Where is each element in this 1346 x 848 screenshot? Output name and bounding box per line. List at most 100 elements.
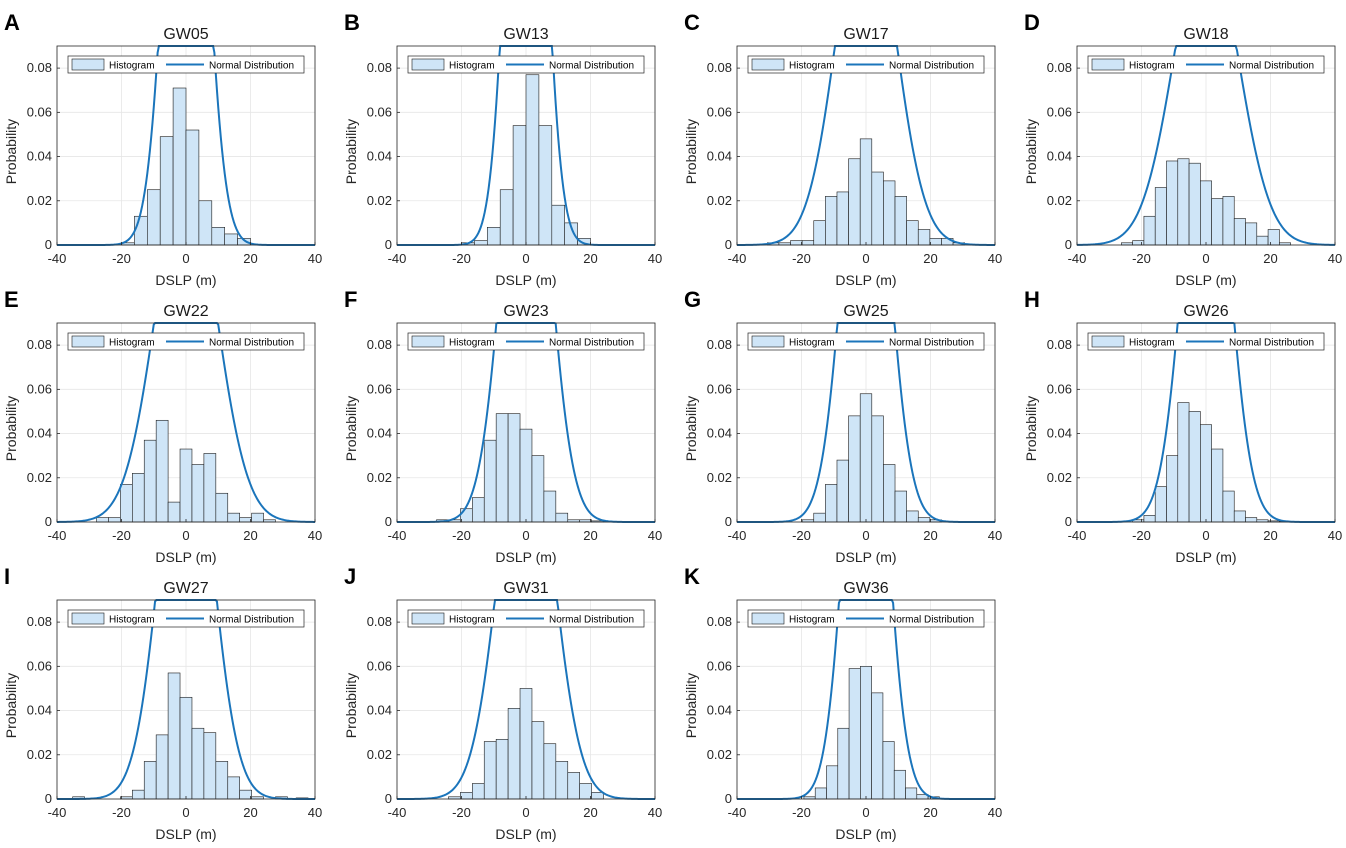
histogram-bar <box>531 455 545 523</box>
histogram-bar <box>215 492 229 523</box>
histogram-bar <box>848 668 861 800</box>
histogram-bar <box>96 517 109 523</box>
histogram-bar <box>555 512 569 523</box>
legend: Histogram Normal Distribution <box>67 55 305 74</box>
histogram-bar <box>551 204 565 246</box>
x-tick-label: 20 <box>243 528 257 543</box>
legend-histogram-label: Histogram <box>109 61 155 72</box>
histogram-bar <box>499 189 514 246</box>
y-tick-label: 0.06 <box>1047 104 1072 119</box>
legend-histogram-label: Histogram <box>449 338 495 349</box>
histogram-bar <box>848 415 861 523</box>
y-tick-label: 0.08 <box>27 60 52 75</box>
histogram-bar <box>929 238 942 246</box>
legend-histogram-swatch <box>71 612 105 625</box>
y-tick-label: 0.02 <box>1047 470 1072 485</box>
legend-histogram-label: Histogram <box>109 615 155 626</box>
histogram-bar <box>579 783 592 800</box>
subplot-title: GW31 <box>503 580 548 597</box>
histogram-bar <box>185 129 200 246</box>
histogram-bar <box>1166 160 1179 246</box>
histogram-bar <box>906 220 919 246</box>
histogram-bar <box>179 696 193 800</box>
y-tick-label: 0.02 <box>367 193 392 208</box>
histogram-bar <box>555 761 569 800</box>
histogram-bar <box>179 448 193 523</box>
legend-normal-label: Normal Distribution <box>549 615 634 626</box>
x-tick-label: 20 <box>583 251 597 266</box>
histogram-bar <box>507 413 521 523</box>
x-tick-label: 20 <box>1263 251 1277 266</box>
subplot-title: GW18 <box>1183 26 1228 43</box>
panel-letter: C <box>684 10 700 35</box>
histogram-bar <box>543 743 557 800</box>
histogram-bar <box>801 240 815 246</box>
x-axis-label: DSLP (m) <box>155 549 216 565</box>
histogram-bar <box>531 721 545 800</box>
histogram-bar <box>848 158 861 246</box>
y-axis-label: Probability <box>3 396 19 461</box>
histogram-bar <box>203 732 217 800</box>
x-axis-label: DSLP (m) <box>835 549 896 565</box>
y-tick-label: 0.04 <box>367 426 392 441</box>
legend-histogram-swatch <box>411 612 445 625</box>
panel-letter: B <box>344 10 360 35</box>
histogram-bar <box>543 490 557 523</box>
y-tick-label: 0.08 <box>1047 337 1072 352</box>
legend-normal-label: Normal Distribution <box>1229 61 1314 72</box>
subplot-j: -40 -20 0 20 40 0 0.02 0.04 0.06 0.08 DSLP (m) Prob… <box>343 564 662 842</box>
subplot-title: GW27 <box>163 580 208 597</box>
histogram-bar <box>198 200 213 246</box>
histogram-bar <box>1222 196 1235 246</box>
histogram-bar <box>1132 240 1145 246</box>
subplot-title: GW22 <box>163 303 208 320</box>
x-tick-label: -20 <box>792 251 811 266</box>
legend-histogram-swatch <box>411 58 445 71</box>
histogram-bar <box>147 189 161 246</box>
x-tick-label: -20 <box>112 528 131 543</box>
subplot-c: -40 -20 0 20 40 0 0.02 0.04 0.06 0.08 DSLP (m) Prob… <box>683 10 1002 288</box>
histogram-bar <box>1177 158 1190 246</box>
histogram-bar <box>871 171 884 246</box>
x-tick-label: 40 <box>988 528 1002 543</box>
x-tick-label: 40 <box>308 528 322 543</box>
legend-histogram-swatch <box>1091 58 1125 71</box>
histogram-bar <box>483 439 497 523</box>
legend-histogram-swatch <box>71 58 105 71</box>
legend-normal-label: Normal Distribution <box>1229 338 1314 349</box>
histogram-bar <box>825 196 838 246</box>
legend: Histogram Normal Distribution <box>67 332 305 351</box>
histogram-bar <box>495 413 509 523</box>
y-tick-label: 0.08 <box>707 60 732 75</box>
x-axis-label: DSLP (m) <box>155 826 216 842</box>
y-tick-label: 0.08 <box>27 614 52 629</box>
histogram-bar <box>905 787 918 800</box>
x-tick-label: 0 <box>182 528 189 543</box>
x-tick-label: 40 <box>648 528 662 543</box>
subplot-title: GW17 <box>843 26 888 43</box>
subplot-title: GW23 <box>503 303 548 320</box>
histogram-bar <box>813 512 826 523</box>
histogram-bar <box>155 734 169 800</box>
y-tick-label: 0.02 <box>367 747 392 762</box>
x-tick-label: 40 <box>308 251 322 266</box>
subplot-i: -40 -20 0 20 40 0 0.02 0.04 0.06 0.08 DSLP (m) Prob… <box>3 564 322 842</box>
histogram-bar <box>134 215 148 246</box>
legend-histogram-label: Histogram <box>789 615 835 626</box>
legend: Histogram Normal Distribution <box>407 55 645 74</box>
y-tick-label: 0 <box>725 237 732 252</box>
histogram-bar <box>472 497 485 523</box>
x-tick-label: -40 <box>48 805 67 820</box>
y-axis-label: Probability <box>3 119 19 184</box>
histogram-bar <box>132 473 145 523</box>
y-tick-label: 0.04 <box>1047 149 1072 164</box>
histogram-bar <box>917 517 931 523</box>
y-axis-label: Probability <box>683 119 699 184</box>
x-tick-label: 20 <box>243 251 257 266</box>
histogram-bar <box>483 741 497 800</box>
y-tick-label: 0.04 <box>27 703 52 718</box>
legend-normal-label: Normal Distribution <box>549 61 634 72</box>
y-tick-label: 0.06 <box>367 104 392 119</box>
y-axis-label: Probability <box>683 673 699 738</box>
y-tick-label: 0.06 <box>27 381 52 396</box>
